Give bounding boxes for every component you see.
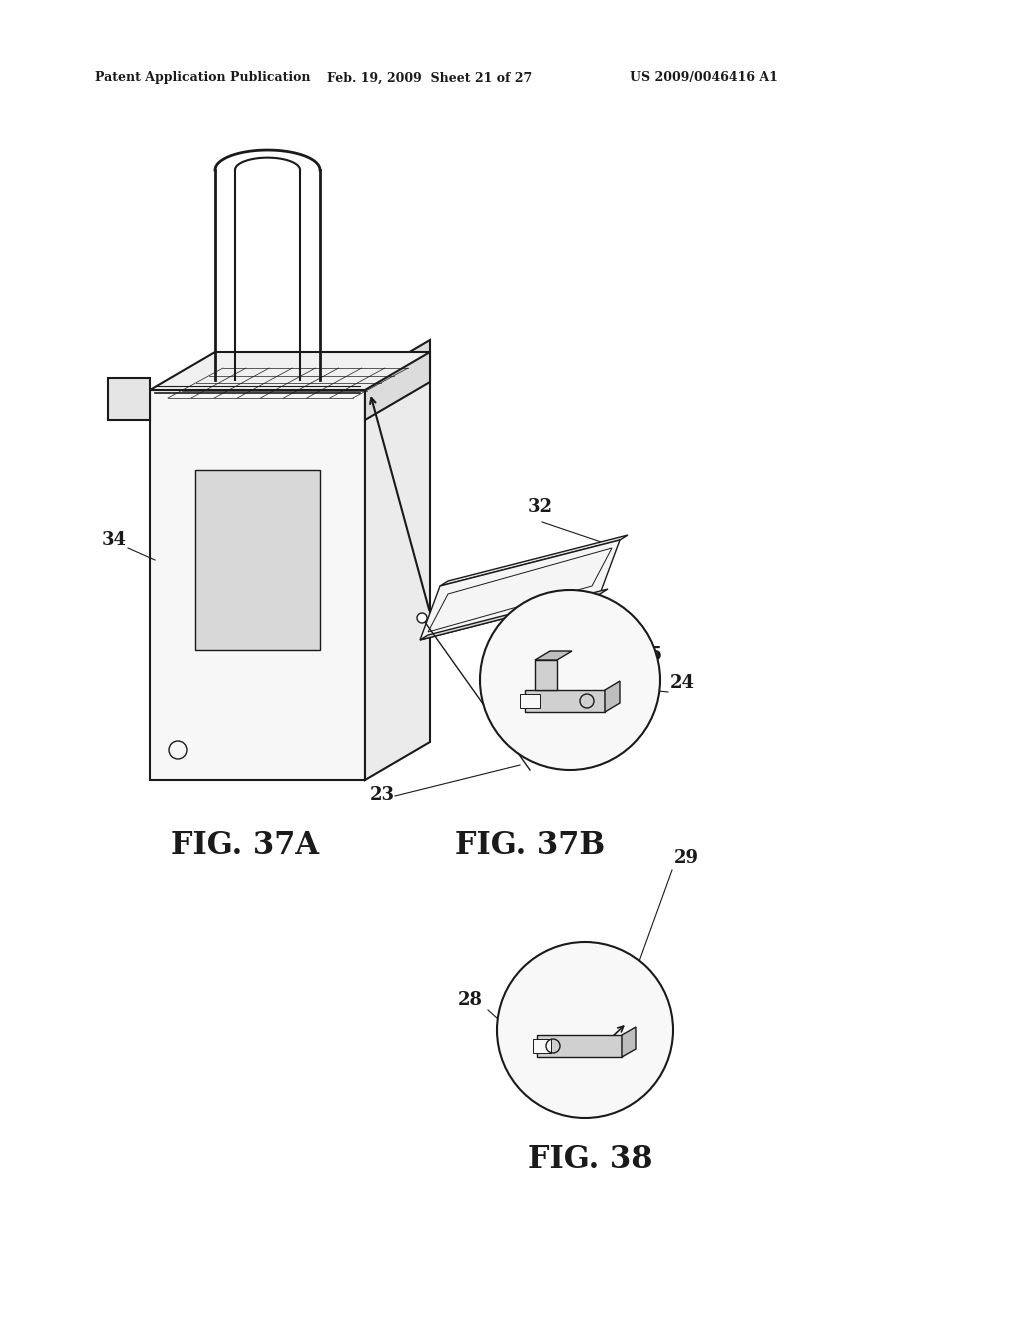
Polygon shape <box>622 1027 636 1057</box>
Polygon shape <box>440 535 628 586</box>
Text: 34: 34 <box>102 531 127 549</box>
Circle shape <box>417 612 427 623</box>
Text: Feb. 19, 2009  Sheet 21 of 27: Feb. 19, 2009 Sheet 21 of 27 <box>328 71 532 84</box>
Polygon shape <box>365 352 430 780</box>
Text: US 2009/0046416 A1: US 2009/0046416 A1 <box>630 71 778 84</box>
Text: Patent Application Publication: Patent Application Publication <box>95 71 310 84</box>
Text: 29: 29 <box>674 849 699 867</box>
Polygon shape <box>537 1035 622 1057</box>
Polygon shape <box>108 378 150 420</box>
Text: 24: 24 <box>670 675 695 692</box>
Polygon shape <box>420 540 620 640</box>
Circle shape <box>497 942 673 1118</box>
Text: FIG. 37A: FIG. 37A <box>171 829 319 861</box>
Text: 32: 32 <box>528 498 553 516</box>
Polygon shape <box>535 651 572 660</box>
Polygon shape <box>535 660 557 690</box>
Polygon shape <box>534 1039 551 1053</box>
Polygon shape <box>365 341 430 420</box>
Polygon shape <box>520 694 540 708</box>
Polygon shape <box>605 681 620 711</box>
Text: 23: 23 <box>370 785 395 804</box>
Polygon shape <box>150 352 430 389</box>
Polygon shape <box>195 470 319 649</box>
Circle shape <box>480 590 660 770</box>
Text: FIG. 37B: FIG. 37B <box>455 829 605 861</box>
Text: 15: 15 <box>638 645 664 664</box>
Text: FIG. 38: FIG. 38 <box>527 1144 652 1176</box>
Polygon shape <box>420 589 608 640</box>
Polygon shape <box>150 389 365 780</box>
Text: 28: 28 <box>458 991 483 1008</box>
Polygon shape <box>525 690 605 711</box>
